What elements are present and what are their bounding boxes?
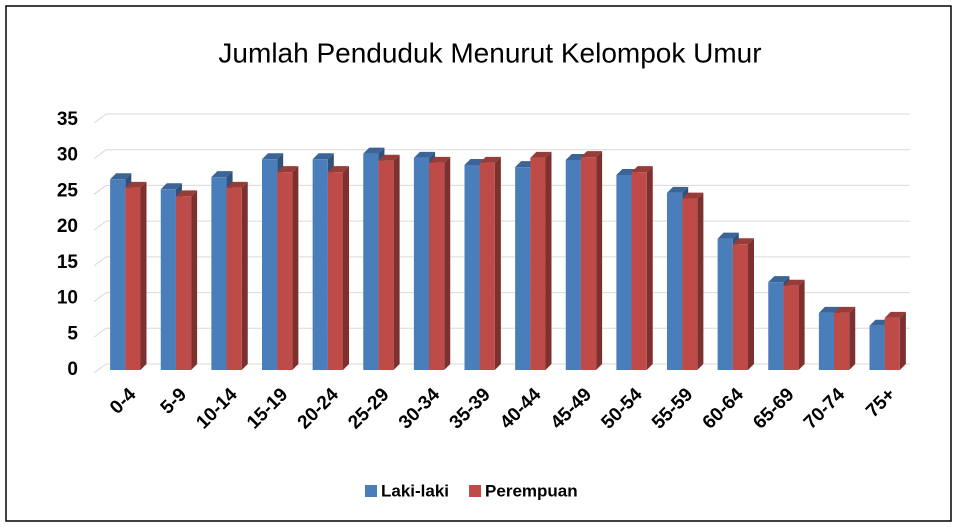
bar-side xyxy=(748,238,754,370)
bar-side xyxy=(646,166,653,370)
bar-side xyxy=(798,279,805,370)
bar-top xyxy=(175,190,198,197)
y-tick-label: 30 xyxy=(57,145,78,166)
y-tick-label: 5 xyxy=(67,323,78,344)
bar-top xyxy=(884,311,906,318)
bar xyxy=(277,172,293,370)
bar-side xyxy=(494,156,501,370)
bar-top xyxy=(667,186,689,193)
bar-top xyxy=(110,173,132,180)
y-tick-label: 25 xyxy=(57,180,79,201)
bar-top xyxy=(312,153,334,160)
bar-top xyxy=(327,166,349,173)
bar-top xyxy=(262,153,284,160)
bar-top xyxy=(226,181,248,188)
bar-top xyxy=(768,276,790,283)
bar xyxy=(175,196,192,370)
bar-top xyxy=(732,238,754,245)
bar-side xyxy=(241,181,248,370)
bar xyxy=(363,153,379,370)
y-tick-label: 35 xyxy=(57,109,79,130)
y-tick-label: 0 xyxy=(67,359,78,380)
bar-top xyxy=(277,166,299,173)
bar-top xyxy=(818,306,841,313)
bar xyxy=(125,187,141,370)
bar xyxy=(565,160,581,370)
bar xyxy=(768,282,784,370)
bar-top xyxy=(783,279,805,286)
bar-side xyxy=(697,192,704,370)
bar xyxy=(378,160,394,370)
bar xyxy=(834,312,850,370)
bar xyxy=(110,179,126,370)
bar xyxy=(211,177,227,370)
bar-top xyxy=(580,151,603,158)
bar xyxy=(783,285,799,370)
y-tick-label: 10 xyxy=(57,288,78,309)
y-tick-label: 20 xyxy=(57,216,78,237)
bar-side xyxy=(292,166,299,370)
bar-top xyxy=(378,154,400,161)
grid-line xyxy=(93,149,910,160)
bar-top xyxy=(125,181,147,188)
bar xyxy=(413,157,430,370)
bar-top xyxy=(682,192,704,199)
legend-label: Perempuan xyxy=(485,481,578,500)
legend-label: Laki-laki xyxy=(381,481,449,500)
bar xyxy=(717,238,733,370)
bar xyxy=(616,175,632,370)
legend-swatch xyxy=(469,485,482,497)
bar-side xyxy=(393,154,400,370)
bar-side xyxy=(444,156,451,370)
bar-side xyxy=(140,181,147,370)
y-tick-label: 15 xyxy=(57,252,79,273)
bar xyxy=(327,172,343,370)
bar xyxy=(464,165,480,370)
bar-top xyxy=(160,183,182,190)
legend-swatch xyxy=(365,485,377,497)
bar-top xyxy=(363,147,385,154)
bar-top xyxy=(479,156,501,163)
bar xyxy=(312,159,328,370)
bar xyxy=(631,172,647,370)
bar-side xyxy=(343,166,349,370)
bar-side xyxy=(596,151,603,370)
bar xyxy=(429,162,445,370)
bar-top xyxy=(717,232,739,239)
bar-side xyxy=(191,190,198,370)
bar xyxy=(818,312,835,370)
bar-top xyxy=(211,171,233,178)
bar xyxy=(682,198,698,370)
chart-title: Jumlah Penduduk Menurut Kelompok Umur xyxy=(218,37,761,68)
bar xyxy=(515,167,531,370)
bar xyxy=(884,317,900,370)
bar xyxy=(262,159,278,370)
bar-top xyxy=(429,156,451,163)
bar xyxy=(226,187,242,370)
bar-top xyxy=(631,166,653,173)
bar xyxy=(479,162,495,370)
bar-side xyxy=(849,306,856,370)
bar xyxy=(667,192,683,370)
bar xyxy=(530,157,546,370)
bar-top xyxy=(413,151,436,158)
bar xyxy=(869,325,885,370)
bar xyxy=(160,189,176,370)
bar-top xyxy=(530,151,552,158)
bar-top xyxy=(834,306,856,313)
bar xyxy=(580,157,597,370)
grid-line xyxy=(93,113,910,124)
bar xyxy=(732,244,748,370)
bar-side xyxy=(899,311,906,370)
bar-side xyxy=(545,151,552,370)
